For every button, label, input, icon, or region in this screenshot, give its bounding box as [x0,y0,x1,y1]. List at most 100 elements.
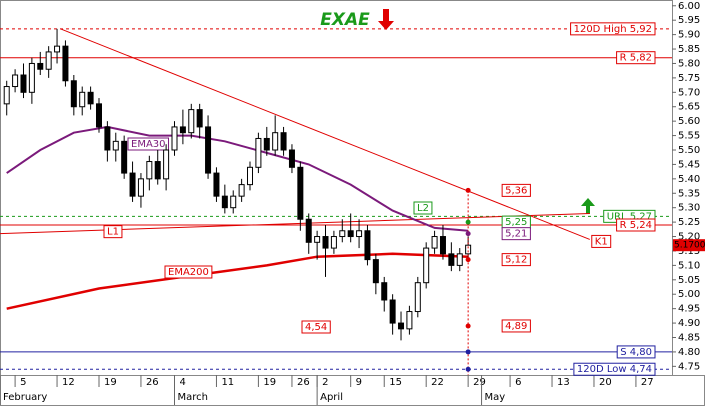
y-tick-label: 5.25 [678,217,700,228]
y-tick-label: 5.45 [678,159,700,170]
candle-body [347,230,354,238]
y-tick-label: 5.40 [678,174,700,185]
indicator-label: EMA30 [131,139,166,150]
target-dot [465,219,471,225]
x-tick-label: 11 [221,377,234,388]
y-tick-label: 4.75 [678,361,700,372]
candle-body [112,140,119,151]
candle-body [456,253,463,266]
target-label-box [501,183,531,197]
candle-body [45,51,52,70]
candle-body [381,282,388,301]
candle-body [62,45,69,82]
candle-body [247,166,254,186]
up-arrow-icon [581,198,595,214]
candle-body [389,299,396,324]
candle-body [372,259,379,284]
level-label-box [570,22,656,36]
candle-body [196,109,203,128]
candle-body [221,195,228,209]
x-tick-label: 5 [20,377,26,388]
y-tick-label: 5.00 [678,289,700,300]
note-label-box [301,320,331,334]
y-tick-label: 5.60 [678,116,700,127]
x-tick-label: 4 [180,377,186,388]
level-label: R 5,82 [620,53,652,64]
x-tick-label: 22 [431,377,444,388]
indicator-label: EMA200 [168,267,209,278]
y-tick-label: 5.90 [678,30,700,41]
target-label: 5,21 [505,229,527,240]
target-dot [465,187,471,193]
indicator-line [6,125,469,232]
candle-body [255,137,262,168]
y-tick-label: 5.65 [678,102,700,113]
candle-body [280,132,287,151]
candle-body [163,149,170,180]
trendline-label: L1 [107,227,119,238]
x-tick-label: 19 [104,377,117,388]
candle-body [431,236,438,249]
target-label: 4,89 [505,321,527,332]
candle-body [230,195,237,209]
month-label: May [485,392,506,403]
candle-body [87,91,94,105]
candle-body [364,230,371,261]
y-tick-label: 5.70 [678,87,700,98]
x-tick-label: 12 [62,377,75,388]
y-tick-label: 4.95 [678,304,700,315]
candle-body [330,236,337,249]
candle-body [179,126,186,134]
last-price-tag [673,239,705,252]
candle-body [272,132,279,151]
note-label-box [413,201,433,215]
level-label: 120D Low 4,74 [577,364,652,375]
candle-body [288,149,295,168]
candle-body [20,74,27,93]
x-tick-label: 15 [389,377,402,388]
candle-body [314,236,321,243]
level-label-box [616,218,656,232]
candle-body [305,218,312,243]
level-label: R 5,24 [620,220,652,231]
candle-body [406,311,413,330]
candle-body [213,172,220,197]
target-dot [465,231,471,237]
candle-body [12,74,19,88]
candle-body [297,166,304,220]
candle-body [423,247,430,284]
y-tick-label: 4.85 [678,333,700,344]
x-tick-label: 6 [515,377,521,388]
candle-body [70,80,77,108]
candle-body [104,126,111,151]
candle-body [79,91,86,108]
down-arrow-icon [378,9,394,30]
level-label-box [573,362,656,376]
indicator-label-box [127,137,170,151]
y-tick-label: 5.55 [678,131,700,142]
x-tick-label: 9 [356,377,362,388]
y-tick-label: 5.75 [678,73,700,84]
trendline-label-box [591,234,612,248]
x-axis-frame [0,375,705,406]
candle-body [205,126,212,174]
y-tick-label: 5.20 [678,232,700,243]
candle-body [154,161,161,180]
y-tick-label: 5.15 [678,246,700,257]
level-dot [465,349,471,355]
x-tick-label: 20 [599,377,612,388]
x-tick-label: 29 [473,377,486,388]
target-label: 5,12 [505,255,527,266]
trendline [60,28,590,240]
candle-body [448,253,455,266]
level-label-box [616,51,656,65]
candle-body [263,137,270,151]
level-label: S 4,80 [620,347,652,358]
y-tick-label: 5.30 [678,203,700,214]
candle-body [121,140,128,174]
target-label: 5,36 [505,185,527,196]
candle-body [322,236,329,249]
chart-title: EXAE [320,10,370,30]
y-tick-label: 5.05 [678,275,700,286]
